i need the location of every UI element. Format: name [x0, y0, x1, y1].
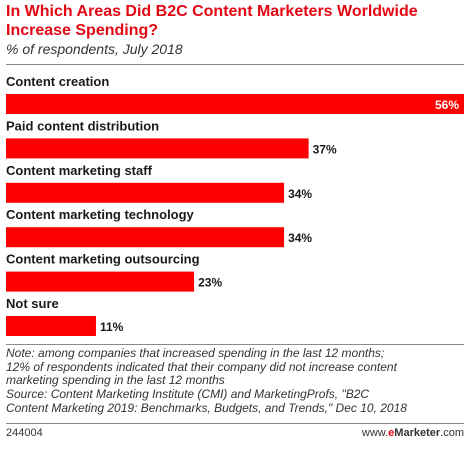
value-label: 34%: [288, 187, 312, 201]
value-label: 11%: [100, 320, 124, 334]
bar: [6, 271, 195, 292]
emarketer-credit: www.eMarketer.com: [362, 427, 464, 439]
brand-name: Marketer: [394, 427, 441, 439]
bar: [6, 316, 96, 336]
value-label: 23%: [198, 276, 222, 290]
header-divider: [6, 64, 464, 65]
bar: [6, 227, 285, 248]
bottom-divider: [6, 423, 464, 424]
footer-divider: [6, 344, 464, 345]
source-line: Source: Content Marketing Institute (CMI…: [6, 387, 370, 402]
note-line: marketing spending in the last 12 months: [6, 373, 225, 388]
chart-id: 244004: [6, 427, 43, 439]
credit-suffix: .com: [440, 427, 464, 439]
category-label: Content marketing staff: [6, 163, 153, 178]
note-line: Note: among companies that increased spe…: [6, 346, 385, 360]
source-line: Content Marketing 2019: Benchmarks, Budg…: [6, 400, 407, 415]
bar-chart: Content creation 56% Paid content distribu…: [6, 74, 464, 336]
value-label: 56%: [435, 98, 459, 112]
value-label: 37%: [313, 142, 337, 156]
bar: [6, 182, 285, 203]
chart-subtitle: % of respondents, July 2018: [6, 41, 183, 57]
category-label: Not sure: [6, 296, 59, 311]
chart-title: In Which Areas Did B2C Content Marketers…: [6, 3, 418, 39]
category-label: Content creation: [6, 74, 109, 89]
brand-e: e: [388, 427, 395, 439]
category-label: Paid content distribution: [6, 118, 159, 133]
credit-prefix: www.: [361, 427, 389, 439]
value-label: 34%: [288, 231, 312, 245]
bar: [6, 138, 309, 159]
footnote: Note: among companies that increased spe…: [6, 346, 464, 416]
note-line: 12% of respondents indicated that their …: [6, 359, 397, 374]
category-label: Content marketing technology: [6, 207, 195, 222]
bar: [6, 94, 464, 114]
category-label: Content marketing outsourcing: [6, 252, 200, 267]
